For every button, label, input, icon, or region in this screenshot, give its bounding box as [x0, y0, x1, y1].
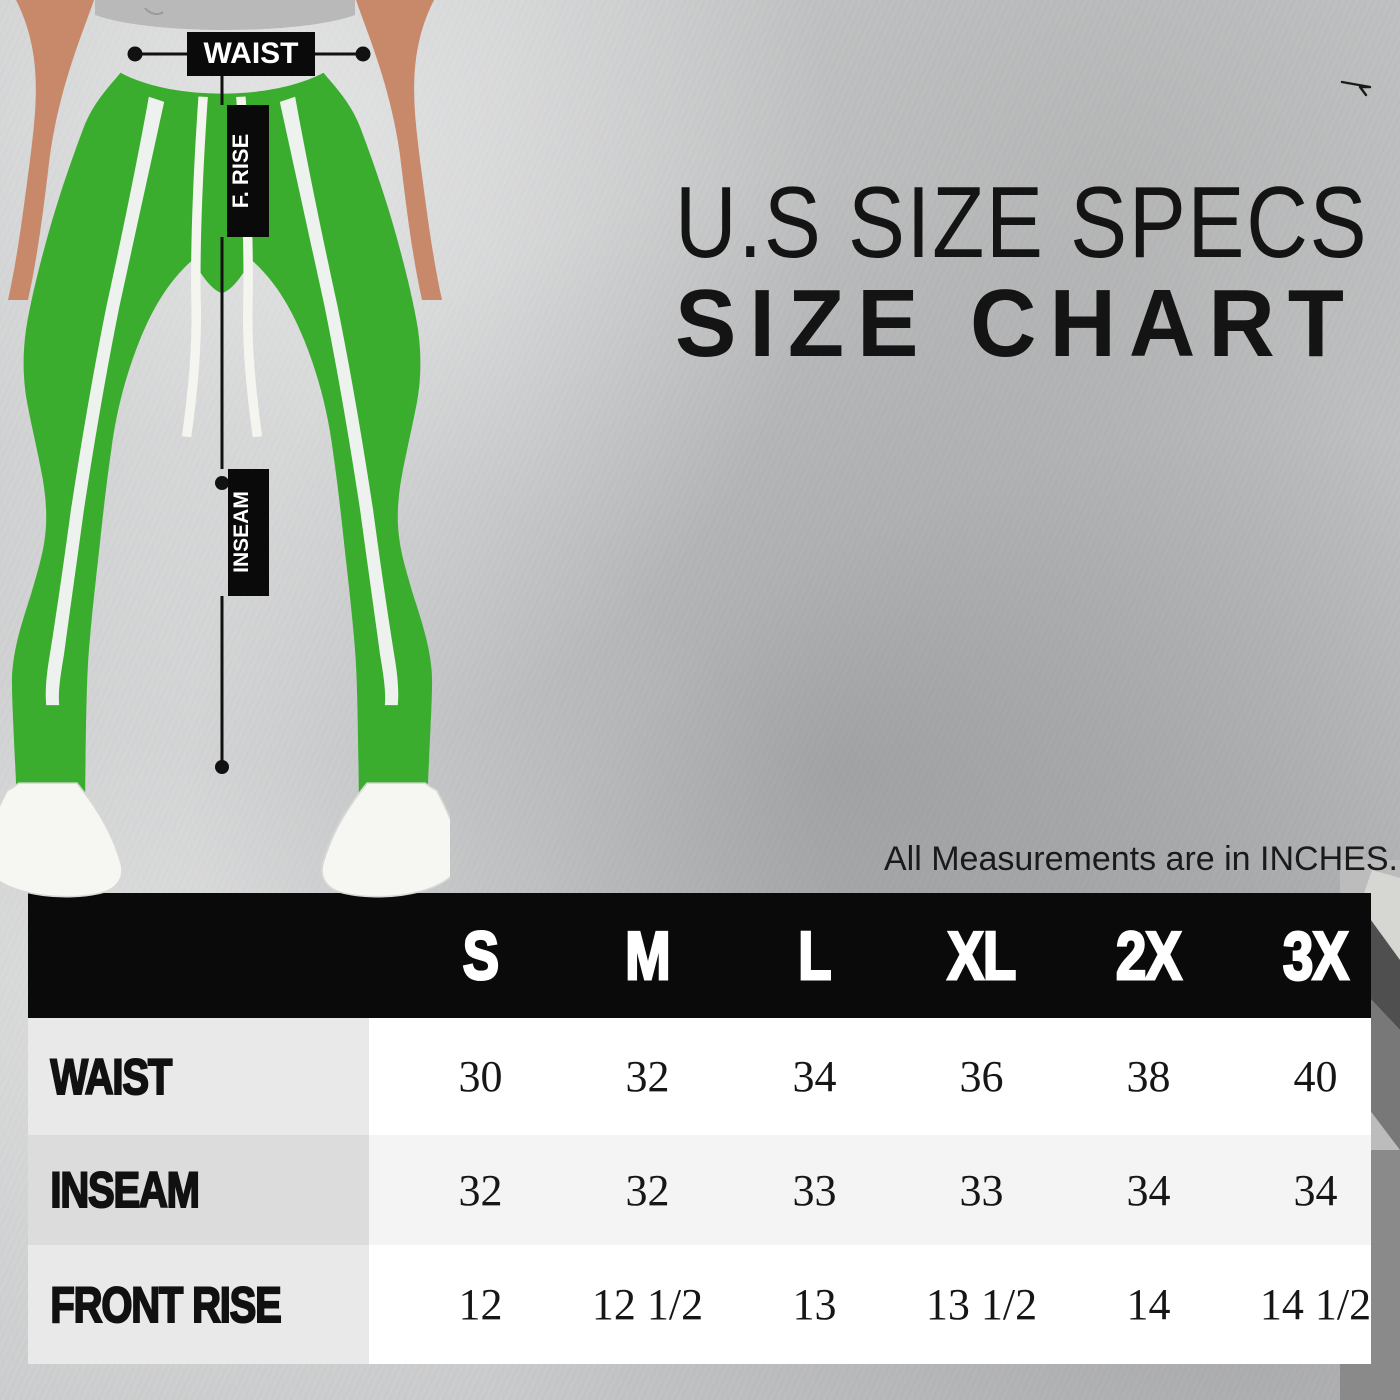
svg-text:F. RISE: F. RISE — [228, 134, 253, 209]
svg-text:WAIST: WAIST — [204, 37, 299, 70]
svg-text:INSEAM: INSEAM — [230, 491, 253, 573]
